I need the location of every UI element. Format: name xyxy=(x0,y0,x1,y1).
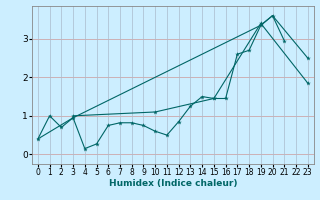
X-axis label: Humidex (Indice chaleur): Humidex (Indice chaleur) xyxy=(108,179,237,188)
